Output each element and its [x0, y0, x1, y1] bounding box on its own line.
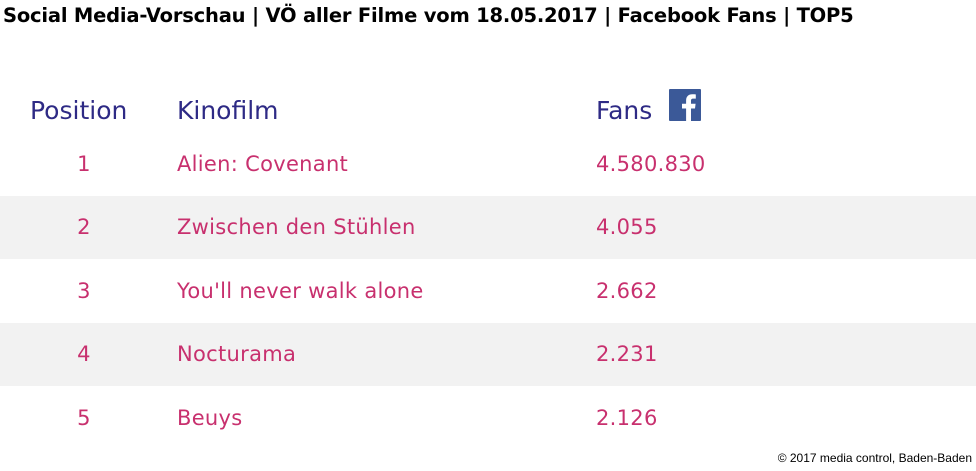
table-row: 4 Nocturama 2.231 [0, 322, 976, 386]
table-row: 5 Beuys 2.126 [0, 386, 976, 450]
header-fans: Fans [596, 96, 653, 125]
table-body: 1 Alien: Covenant 4.580.830 2 Zwischen d… [0, 132, 976, 450]
cell-position: 5 [77, 405, 91, 430]
cell-fans: 2.662 [596, 278, 658, 303]
table-row: 2 Zwischen den Stühlen 4.055 [0, 195, 976, 259]
cell-position: 2 [77, 215, 91, 240]
facebook-icon [669, 89, 701, 121]
header-position: Position [30, 96, 128, 125]
cell-fans: 4.055 [596, 215, 658, 240]
cell-position: 1 [77, 151, 91, 176]
header-film: Kinofilm [177, 96, 279, 125]
table-header: Position Kinofilm Fans [0, 88, 976, 138]
copyright-notice: © 2017 media control, Baden-Baden [777, 451, 972, 465]
table-row: 3 You'll never walk alone 2.662 [0, 259, 976, 323]
cell-film: Zwischen den Stühlen [177, 215, 416, 240]
cell-fans: 2.126 [596, 405, 658, 430]
table-row: 1 Alien: Covenant 4.580.830 [0, 132, 976, 196]
cell-film: Alien: Covenant [177, 151, 349, 176]
cell-film: You'll never walk alone [177, 278, 424, 303]
page-title: Social Media-Vorschau | VÖ aller Filme v… [3, 4, 854, 27]
cell-position: 4 [77, 342, 91, 367]
cell-film: Beuys [177, 405, 243, 430]
cell-fans: 4.580.830 [596, 151, 706, 176]
cell-film: Nocturama [177, 342, 297, 367]
cell-fans: 2.231 [596, 342, 658, 367]
cell-position: 3 [77, 278, 91, 303]
